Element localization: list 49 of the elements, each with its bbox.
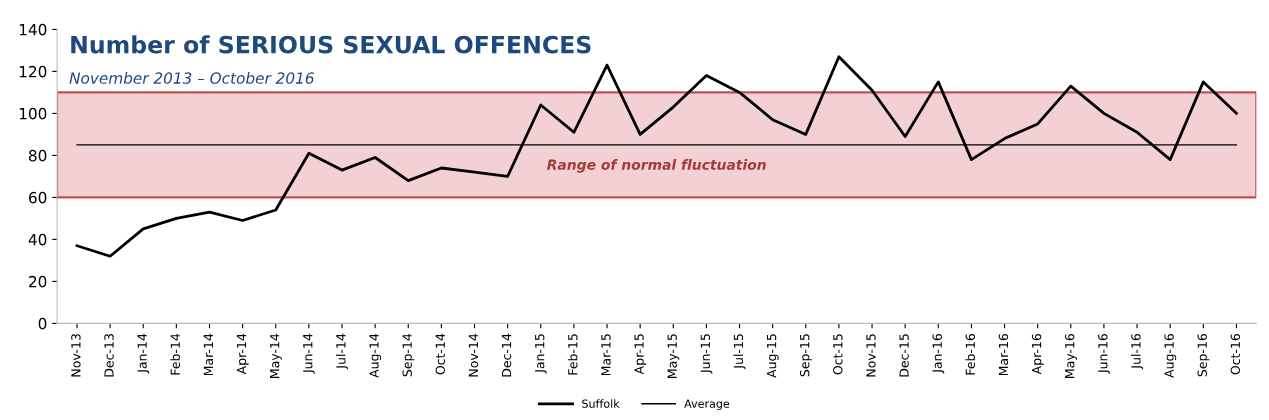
x-tick-label: Mar-15 bbox=[601, 334, 611, 376]
text: November 2013 – October 2016 bbox=[69, 72, 314, 84]
x-tick-label: Dec-15 bbox=[899, 334, 909, 377]
y-tick-label: 140 bbox=[19, 23, 47, 36]
y-tick-label: 80 bbox=[28, 149, 47, 162]
chart-title: Number of SERIOUS SEXUAL OFFENCES bbox=[71, 35, 591, 54]
x-tick-label: Feb-14 bbox=[170, 333, 180, 375]
x-tick-label: Nov-14 bbox=[468, 333, 479, 377]
x-tick-label: Sep-15 bbox=[799, 334, 812, 377]
x-tick-label: Aug-14 bbox=[369, 333, 382, 378]
x-tick-label: May-15 bbox=[667, 334, 680, 378]
x-tick-label: Dec-14 bbox=[501, 333, 512, 377]
x-tick-label: Feb-15 bbox=[567, 334, 578, 375]
x-tick-label: Jan-14 bbox=[137, 333, 150, 374]
x-tick-label: Jun-15 bbox=[700, 334, 713, 374]
x-tick-label: Sep-16 bbox=[1197, 333, 1210, 377]
x-tick-label: Jan-15 bbox=[535, 334, 547, 374]
y-tick-label: 120 bbox=[19, 65, 47, 78]
legend-label: Suffolk bbox=[582, 399, 620, 408]
x-tick-label: Oct-15 bbox=[833, 334, 843, 375]
x-tick-label: Apr-15 bbox=[634, 334, 647, 375]
x-tick-label: Dec-13 bbox=[104, 334, 114, 377]
x-tick-label: Oct-14 bbox=[435, 333, 446, 375]
x-tick-label: Jul-16 bbox=[1131, 333, 1143, 370]
x-tick-label: Aug-16 bbox=[1164, 333, 1177, 378]
x-tick-label: Jul-14 bbox=[335, 333, 348, 370]
x-tick-label: Mar-14 bbox=[203, 333, 214, 376]
x-tick-label: Aug-15 bbox=[766, 334, 779, 378]
x-tick-label: May-16 bbox=[1064, 333, 1077, 378]
x-tick-label: May-14 bbox=[270, 333, 282, 378]
x-tick-label: Oct-16 bbox=[1230, 333, 1241, 375]
y-tick-label: 20 bbox=[29, 275, 47, 288]
x-tick-label: Nov-13 bbox=[71, 334, 81, 377]
x-tick-label: Nov-15 bbox=[866, 334, 876, 377]
x-tick-label: Sep-14 bbox=[402, 333, 415, 377]
x-tick-label: Jun-14 bbox=[303, 333, 315, 374]
band-label: Range of normal fluctuation bbox=[547, 159, 766, 173]
x-tick-label: Jan-16 bbox=[932, 333, 945, 374]
legend-label: Average bbox=[684, 399, 730, 410]
x-tick-label: Jul-15 bbox=[733, 334, 746, 370]
x-tick-label: Mar-16 bbox=[998, 333, 1009, 376]
x-tick-label: Jun-16 bbox=[1098, 333, 1110, 374]
x-tick-label: Feb-16 bbox=[965, 333, 976, 375]
x-tick-label: Apr-16 bbox=[1031, 333, 1044, 375]
y-tick-label: 0 bbox=[38, 317, 47, 330]
y-tick-label: 60 bbox=[29, 191, 47, 204]
x-tick-label: Apr-14 bbox=[236, 333, 249, 375]
y-tick-label: 100 bbox=[19, 107, 47, 120]
y-tick-label: 40 bbox=[28, 233, 47, 246]
